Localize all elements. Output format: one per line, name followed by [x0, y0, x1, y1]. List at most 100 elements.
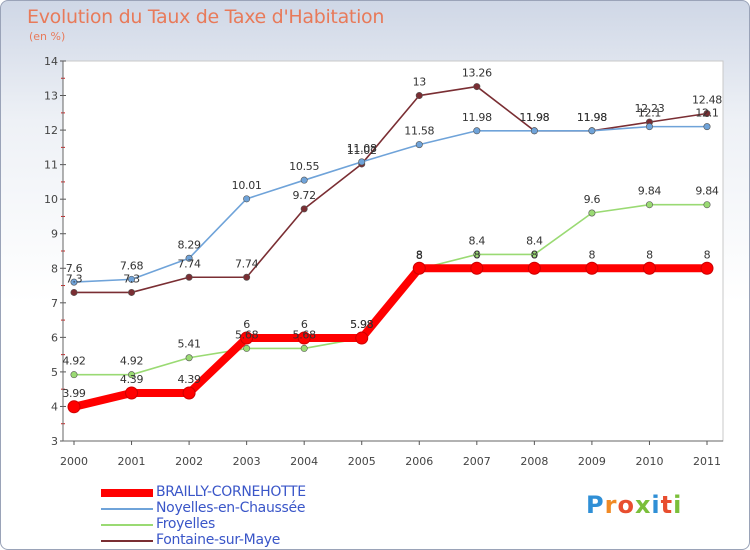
x-tick-label: 2009	[578, 455, 606, 468]
data-label-1: 10.55	[289, 160, 319, 173]
series-point-2	[128, 371, 136, 379]
data-label-1: 12.1	[695, 107, 718, 120]
series-point-2	[70, 371, 78, 379]
legend-swatch-noyelles	[101, 508, 153, 510]
series-point-3	[703, 110, 711, 118]
data-label-0: 6	[301, 318, 308, 331]
data-label-0: 8	[473, 248, 480, 261]
data-label-3: 7.74	[235, 257, 259, 270]
x-tick-label: 2002	[175, 455, 203, 468]
data-label-3: 12.23	[634, 102, 664, 115]
series-point-1	[703, 123, 711, 131]
y-tick-label: 8	[51, 262, 58, 275]
series-point-0	[125, 386, 139, 400]
logo-letter: r	[604, 491, 618, 519]
legend-label-fontaine: Fontaine-sur-Maye	[156, 532, 281, 548]
logo-letter: x	[634, 491, 652, 519]
data-label-1: 10.01	[232, 179, 262, 192]
data-label-2: 8.4	[526, 234, 543, 247]
series-point-2	[530, 250, 538, 258]
series-point-1	[645, 123, 653, 131]
legend-swatch-froyelles	[101, 524, 153, 526]
x-tick-label: 2011	[693, 455, 721, 468]
logo-letter: t	[660, 491, 674, 519]
data-label-2: 9.6	[584, 193, 601, 206]
data-label-2: 9.84	[638, 185, 662, 198]
data-label-1: 8.29	[177, 238, 201, 251]
chart-title: Evolution du Taux de Taxe d'Habitation	[27, 6, 385, 28]
data-label-0: 4.39	[177, 373, 201, 386]
data-label-1: 7.68	[120, 259, 144, 272]
y-tick-label: 9	[51, 228, 58, 241]
data-label-3: 7.3	[66, 272, 83, 285]
x-tick-label: 2008	[520, 455, 548, 468]
x-tick-label: 2003	[233, 455, 261, 468]
data-label-3: 11.98	[519, 111, 549, 124]
series-line-0	[70, 264, 711, 411]
series-point-2	[185, 354, 193, 362]
data-label-1: 11.58	[404, 125, 434, 138]
chart-subtitle: (en %)	[29, 30, 66, 43]
series-point-1	[243, 195, 251, 203]
legend-swatch-fontaine	[101, 540, 153, 542]
data-label-2: 9.84	[695, 185, 719, 198]
series-point-2	[703, 201, 711, 209]
legend-label-froyelles: Froyelles	[156, 516, 215, 532]
series-point-1	[128, 275, 136, 283]
x-tick-label: 2004	[290, 455, 318, 468]
series-point-2	[473, 250, 481, 258]
series-point-3	[415, 92, 423, 100]
series-point-1	[473, 127, 481, 135]
data-label-3: 9.72	[293, 189, 316, 202]
series-point-3	[243, 273, 251, 281]
data-label-3: 11.02	[347, 144, 377, 157]
legend-label-brailly: BRAILLY-CORNEHOTTE	[156, 484, 306, 500]
data-label-2: 4.92	[62, 355, 85, 368]
data-label-1: 11.98	[519, 111, 549, 124]
logo-letter: i	[651, 491, 661, 519]
data-label-2: 8	[416, 249, 423, 262]
series-point-1	[530, 127, 538, 135]
series-point-0	[240, 331, 254, 345]
series-point-3	[300, 205, 308, 213]
series-point-0	[355, 331, 369, 345]
x-tick-label: 2010	[635, 455, 663, 468]
y-tick-label: 5	[51, 366, 58, 379]
y-tick-label: 11	[44, 159, 58, 172]
data-label-3: 13.26	[462, 67, 492, 80]
data-label-0: 6	[243, 318, 250, 331]
data-label-1: 7.6	[66, 262, 83, 275]
series-point-1	[588, 127, 596, 135]
data-label-0: 8	[416, 248, 423, 261]
data-label-2: 5.98	[350, 318, 374, 331]
data-label-2: 4.92	[120, 355, 143, 368]
plot-area	[62, 60, 724, 442]
logo-letter: o	[617, 491, 635, 519]
y-tick-label: 3	[51, 435, 58, 448]
data-label-2: 8.4	[469, 234, 486, 247]
series-point-0	[700, 261, 714, 275]
legend-swatch-brailly	[101, 489, 153, 497]
data-label-0: 5.98	[350, 318, 374, 331]
data-label-0: 8	[589, 248, 596, 261]
series-point-1	[300, 176, 308, 184]
series-point-2	[300, 344, 308, 352]
data-label-3: 7.74	[177, 257, 201, 270]
series-point-0	[297, 331, 311, 345]
series-line-1	[73, 125, 708, 283]
series-point-1	[70, 278, 78, 286]
data-label-1: 12.1	[638, 107, 661, 120]
data-label-1: 11.98	[577, 111, 607, 124]
proxiti-logo: Proxiti	[586, 491, 682, 519]
series-point-1	[358, 158, 366, 166]
data-label-2: 5.41	[177, 338, 200, 351]
series-point-0	[182, 386, 196, 400]
series-point-3	[128, 288, 136, 296]
y-tick-label: 4	[51, 400, 58, 413]
y-tick-label: 13	[44, 90, 58, 103]
logo-letter: i	[673, 491, 683, 519]
logo-letter: P	[586, 491, 605, 519]
data-label-3: 12.48	[692, 94, 722, 107]
